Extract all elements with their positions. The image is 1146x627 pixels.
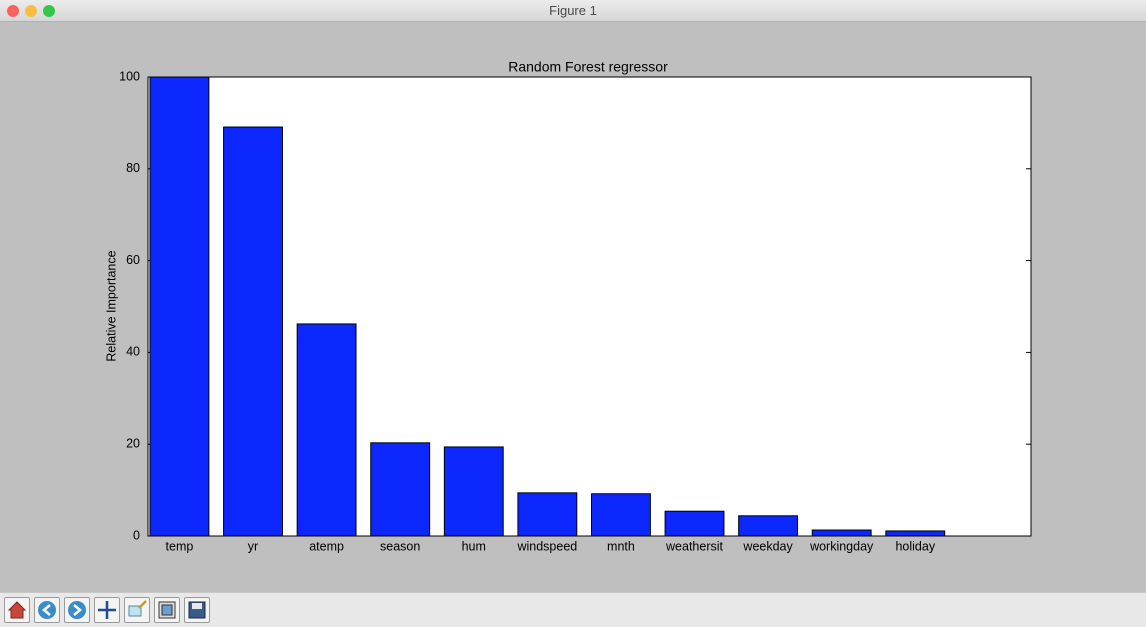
save-button[interactable] <box>184 597 210 623</box>
subplots-button[interactable] <box>154 597 180 623</box>
bar <box>223 126 283 537</box>
y-tick-label: 20 <box>126 436 140 450</box>
x-tick-label: windspeed <box>516 539 577 553</box>
x-tick-label: weekday <box>742 539 793 553</box>
y-tick-label: 60 <box>126 253 140 267</box>
plot-frame <box>147 76 1032 537</box>
x-tick-label: weathersit <box>665 539 723 553</box>
bar <box>149 76 210 537</box>
zoom-button[interactable] <box>43 5 55 17</box>
bar <box>370 442 431 537</box>
y-axis-label: Relative Importance <box>104 250 118 361</box>
bar <box>443 446 504 537</box>
bar <box>811 529 872 537</box>
chart-title: Random Forest regressor <box>508 59 668 75</box>
bar <box>885 530 946 537</box>
x-tick-label: holiday <box>895 539 935 553</box>
x-tick-label: atemp <box>309 539 344 553</box>
window-title: Figure 1 <box>549 3 597 18</box>
plot-area <box>148 77 1031 536</box>
chart: Random Forest regressor Relative Importa… <box>104 59 1032 553</box>
x-tick-label: mnth <box>607 539 635 553</box>
y-tick-label: 80 <box>126 161 140 175</box>
bar <box>517 492 578 537</box>
bar <box>738 515 799 537</box>
title-bar: Figure 1 <box>0 0 1146 22</box>
bar <box>664 510 725 537</box>
x-tick-label: temp <box>166 539 194 553</box>
forward-button[interactable] <box>64 597 90 623</box>
x-tick-label: season <box>380 539 420 553</box>
toolbar <box>0 592 1146 627</box>
x-tick-label: hum <box>462 539 486 553</box>
minimize-button[interactable] <box>25 5 37 17</box>
bar <box>296 323 357 537</box>
y-tick-label: 0 <box>133 528 140 542</box>
bar <box>591 493 651 537</box>
y-tick-label: 100 <box>119 69 140 83</box>
zoom-rect-button[interactable] <box>124 597 150 623</box>
x-tick-label: workingday <box>809 539 874 553</box>
pan-button[interactable] <box>94 597 120 623</box>
y-tick-label: 40 <box>126 345 140 359</box>
home-button[interactable] <box>4 597 30 623</box>
x-tick-label: yr <box>248 539 258 553</box>
close-button[interactable] <box>7 5 19 17</box>
back-button[interactable] <box>34 597 60 623</box>
